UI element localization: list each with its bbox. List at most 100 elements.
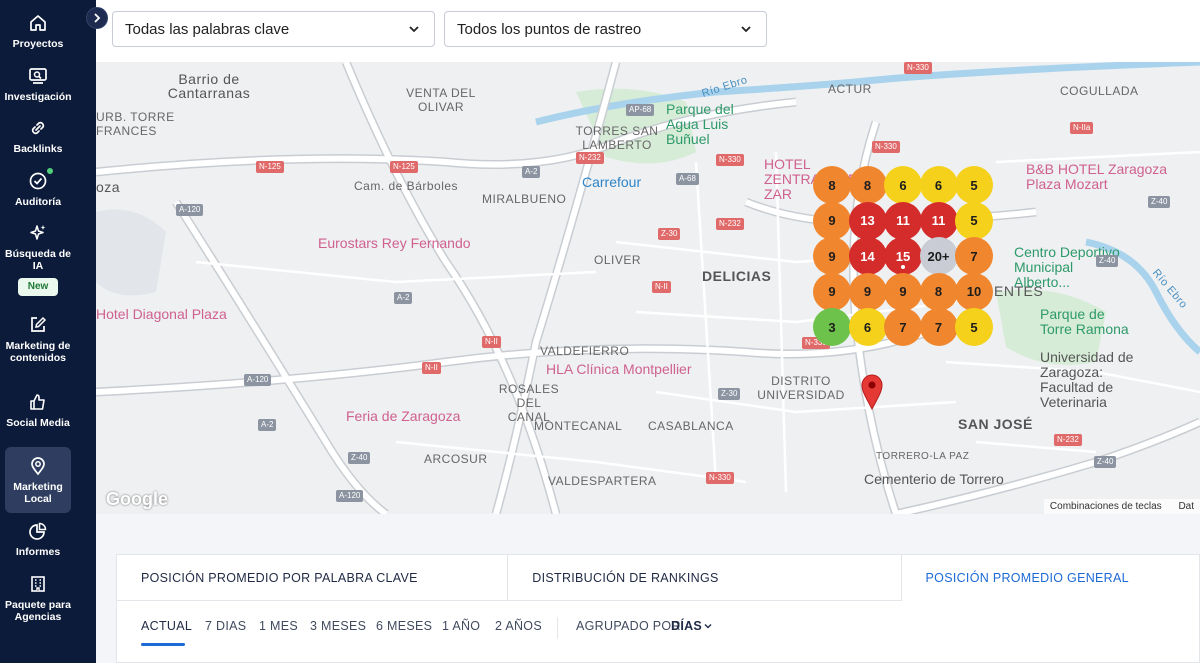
grid-point[interactable]: 5: [955, 308, 993, 346]
chevron-down-icon: [409, 26, 419, 33]
map-label: ACTUR: [828, 82, 872, 96]
research-icon: [27, 65, 49, 87]
active-period-underline: [141, 643, 185, 646]
tab-posicion-general[interactable]: POSICIÓN PROMEDIO GENERAL: [901, 555, 1199, 601]
tab-distribucion-rankings[interactable]: DISTRIBUCIÓN DE RANKINGS: [508, 555, 902, 601]
sidebar-item-informes[interactable]: Informes: [5, 520, 71, 558]
tab-posicion-palabra-clave[interactable]: POSICIÓN PROMEDIO POR PALABRA CLAVE: [117, 555, 509, 601]
map-label: DISTRITO UNIVERSIDAD: [757, 374, 845, 402]
grid-point[interactable]: 5: [955, 166, 993, 204]
poi-eurostars[interactable]: Eurostars Rey Fernando: [318, 235, 471, 251]
grid-point[interactable]: 7: [955, 237, 993, 275]
map-label: VALDEFIERRO: [540, 344, 630, 358]
grid-point[interactable]: 6: [919, 166, 958, 204]
keyboard-shortcuts-link[interactable]: Combinaciones de teclas: [1049, 501, 1162, 512]
sidebar-item-label: Auditoría: [14, 196, 62, 208]
chevron-right-icon: [94, 13, 101, 23]
divider: [557, 617, 558, 639]
poi-universidad[interactable]: Universidad de Zaragoza: Facultad de Vet…: [1040, 349, 1134, 410]
road-tag: AP-68: [626, 104, 655, 116]
grid-point[interactable]: 11: [919, 201, 958, 240]
sidebar-item-label: Backlinks: [13, 143, 63, 155]
map-label: DELICIAS: [702, 268, 772, 284]
sidebar-collapse-button[interactable]: [86, 7, 108, 29]
sidebar-item-auditoria[interactable]: Auditoría: [5, 168, 71, 208]
grid-point[interactable]: 6: [884, 166, 922, 204]
poi-parque-agua[interactable]: Parque del Agua Luis Buñuel: [666, 101, 734, 147]
sidebar-item-social-media[interactable]: Social Media: [5, 391, 71, 429]
period-6-meses[interactable]: 6 MESES: [376, 619, 433, 633]
building-icon: [27, 573, 49, 595]
period-3-meses[interactable]: 3 MESES: [310, 619, 367, 633]
points-select[interactable]: Todos los puntos de rastreo: [444, 11, 767, 47]
grid-point[interactable]: 20+: [919, 237, 958, 275]
center-point-dot: [901, 265, 905, 269]
road-tag: N-II: [652, 281, 671, 293]
road-tag: Z-40: [1094, 456, 1117, 468]
period-7-dias[interactable]: 7 DIAS: [205, 619, 247, 633]
sidebar-item-marketing-local[interactable]: Marketing Local: [5, 447, 71, 513]
sidebar-item-busqueda-ia[interactable]: Búsqueda de IA New: [5, 222, 71, 296]
chevron-down-icon: [741, 26, 751, 33]
sidebar-item-investigacion[interactable]: Investigación: [4, 65, 72, 103]
grid-point[interactable]: 5: [955, 201, 993, 240]
grid-point[interactable]: 8: [919, 272, 958, 311]
poi-centro-deportivo[interactable]: Centro Deportivo Municipal Alberto...: [1014, 244, 1120, 290]
road-tag: Z-40: [1148, 196, 1171, 208]
poi-feria[interactable]: Feria de Zaragoza: [346, 408, 461, 424]
sidebar-item-label: Social Media: [6, 417, 70, 429]
map-data-link[interactable]: Dat: [1178, 501, 1194, 512]
grid-point[interactable]: 13: [848, 201, 887, 240]
grid-point[interactable]: 8: [813, 166, 851, 204]
grid-point[interactable]: 9: [813, 201, 851, 240]
grid-point[interactable]: 9: [848, 272, 887, 311]
poi-hotel-diagonal[interactable]: Hotel Diagonal Plaza: [96, 306, 227, 322]
grouped-by-select[interactable]: DÍAS: [671, 619, 712, 633]
grid-point[interactable]: 9: [884, 272, 922, 311]
sidebar-item-proyectos[interactable]: Proyectos: [5, 12, 71, 50]
period-actual[interactable]: ACTUAL: [141, 619, 193, 633]
edit-icon: [27, 314, 49, 336]
period-2-anos[interactable]: 2 AÑOS: [495, 619, 542, 633]
map-label: ROSALES DEL CANAL: [498, 382, 560, 424]
grouped-by-value: DÍAS: [671, 619, 703, 633]
location-marker-icon[interactable]: [861, 374, 883, 410]
sidebar: Proyectos Investigación Backlinks Audito…: [0, 0, 96, 663]
points-select-value: Todos los puntos de rastreo: [457, 20, 642, 38]
poi-bb-hotel[interactable]: B&B HOTEL Zaragoza Plaza Mozart: [1026, 161, 1168, 192]
grid-point[interactable]: 7: [884, 308, 922, 346]
grid-point[interactable]: 9: [813, 237, 851, 275]
grid-point[interactable]: 9: [813, 272, 851, 311]
poi-cementerio[interactable]: Cementerio de Torrero: [864, 471, 1004, 487]
map[interactable]: Barrio de Cantarranas VENTA DEL OLIVAR U…: [96, 62, 1200, 514]
grid-point[interactable]: 11: [884, 201, 922, 240]
poi-parque-ramona[interactable]: Parque de Torre Ramona: [1040, 306, 1129, 337]
road-tag: A-2: [522, 166, 541, 178]
road-tag: N-232: [576, 152, 604, 164]
grid-point[interactable]: 8: [848, 166, 887, 204]
road-tag: A-120: [244, 374, 272, 386]
map-label: TORRES SAN LAMBERTO: [575, 124, 659, 152]
grid-point[interactable]: 7: [919, 308, 958, 346]
sidebar-item-marketing-contenidos[interactable]: Marketing de contenidos: [5, 314, 71, 364]
poi-hla[interactable]: HLA Clínica Montpellier: [546, 361, 692, 377]
pie-chart-icon: [27, 520, 49, 542]
keywords-select[interactable]: Todas las palabras clave: [112, 11, 435, 47]
map-label: VALDESPARTERA: [548, 474, 657, 488]
sidebar-item-paquete-agencias[interactable]: Paquete para Agencias: [5, 573, 71, 623]
check-circle-icon: [27, 168, 53, 192]
period-1-mes[interactable]: 1 MES: [259, 619, 299, 633]
grid-point[interactable]: 14: [848, 237, 887, 275]
sparkle-icon: [27, 222, 49, 244]
road-tag: A-2: [394, 292, 413, 304]
period-1-ano[interactable]: 1 AÑO: [442, 619, 481, 633]
sidebar-item-label: Investigación: [4, 91, 72, 103]
grid-point[interactable]: 6: [848, 308, 887, 346]
grid-point[interactable]: 3: [813, 308, 851, 346]
road-tag: Z-30: [718, 388, 741, 400]
grid-point[interactable]: 10: [955, 272, 993, 311]
sidebar-item-backlinks[interactable]: Backlinks: [5, 117, 71, 155]
grid-point[interactable]: 15: [884, 237, 922, 275]
status-dot: [47, 168, 53, 174]
poi-carrefour[interactable]: Carrefour: [582, 174, 642, 190]
